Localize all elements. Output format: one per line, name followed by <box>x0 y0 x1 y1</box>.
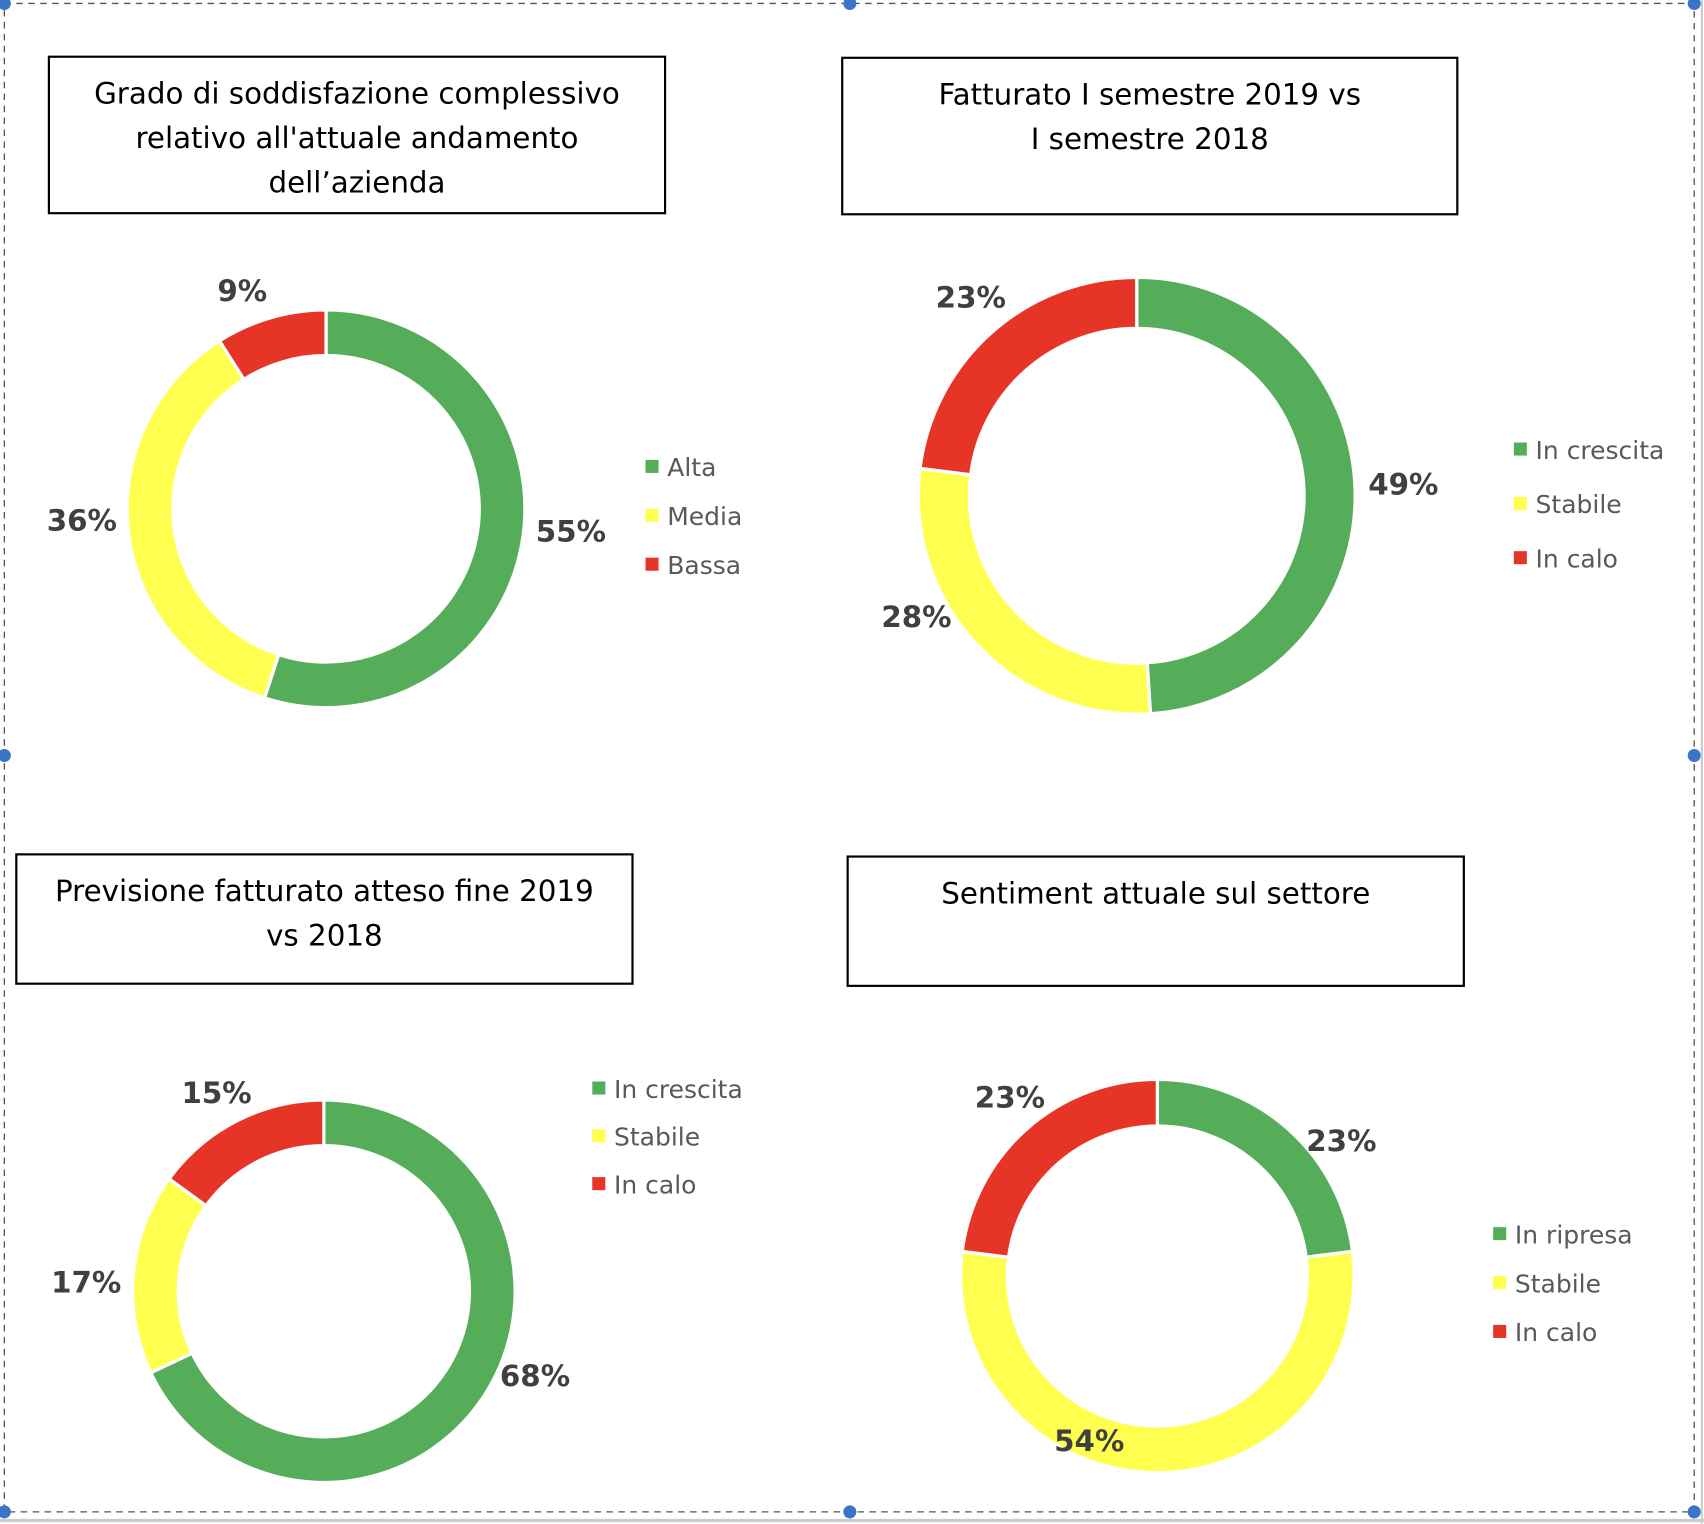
donut-slice-stabile[interactable] <box>916 466 1153 716</box>
legend-label: Stabile <box>1515 1269 1601 1298</box>
chart-title-line: vs 2018 <box>266 919 383 953</box>
donut-chart-3[interactable]: Previsione fatturato atteso fine 2019 vs … <box>15 853 743 1485</box>
legend-item: Stabile <box>1513 490 1622 519</box>
legend-item: In calo <box>1493 1318 1597 1347</box>
legend-label: In calo <box>1536 544 1618 573</box>
data-label: 23% <box>975 1081 1045 1115</box>
legend-item: Bassa <box>645 551 741 580</box>
chart-title-box <box>841 56 1459 216</box>
data-label: 23% <box>1306 1124 1376 1158</box>
legend-label: Stabile <box>614 1123 700 1152</box>
legend-item: In ripresa <box>1493 1220 1633 1249</box>
legend-swatch <box>645 459 659 473</box>
data-label: 15% <box>181 1076 251 1110</box>
legend-swatch <box>592 1177 606 1191</box>
donut-slice-media[interactable] <box>125 338 281 700</box>
chart-title-line: Sentiment attuale sul settore <box>941 876 1370 910</box>
legend-label: Media <box>667 502 742 531</box>
legend-label: In calo <box>614 1170 696 1199</box>
legend-item: Media <box>645 502 742 531</box>
legend-item: In crescita <box>1513 436 1665 465</box>
donut-slice-stabile[interactable] <box>131 1176 209 1375</box>
handle-top-mid[interactable] <box>843 0 857 10</box>
handle-mid-right[interactable] <box>1687 748 1701 762</box>
chart-title-box <box>846 855 1465 987</box>
handle-top-left[interactable] <box>0 0 11 10</box>
donut-slice-stabile[interactable] <box>959 1249 1356 1475</box>
chart-title-box <box>15 853 634 985</box>
legend-swatch <box>1493 1227 1507 1241</box>
legend-label: In crescita <box>1536 436 1665 465</box>
legend-label: Alta <box>667 453 716 482</box>
donut-slice-in-calo[interactable] <box>918 275 1139 477</box>
legend-item: In calo <box>1513 544 1618 573</box>
legend-item: Stabile <box>592 1123 700 1152</box>
legend-swatch <box>1493 1276 1507 1290</box>
legend-swatch <box>645 508 659 522</box>
donut-slice-bassa[interactable] <box>217 308 328 382</box>
data-label: 36% <box>47 504 117 538</box>
donut-slice-in-crescita[interactable] <box>148 1098 517 1485</box>
data-label: 55% <box>536 514 606 548</box>
legend-swatch <box>1493 1324 1507 1338</box>
data-label: 9% <box>217 274 267 308</box>
legend-label: Bassa <box>667 551 741 580</box>
legend-label: Stabile <box>1536 490 1622 519</box>
handle-bottom-left[interactable] <box>0 1505 11 1519</box>
handle-top-right[interactable] <box>1687 0 1701 10</box>
selection-frame[interactable] <box>3 2 1695 1513</box>
legend-item: In calo <box>592 1170 696 1199</box>
handle-bottom-right[interactable] <box>1687 1505 1701 1519</box>
legend-swatch <box>592 1129 606 1143</box>
data-label: 28% <box>881 600 951 634</box>
legend-swatch <box>1513 496 1527 510</box>
legend-item: Alta <box>645 453 716 482</box>
donut-slice-in-ripresa[interactable] <box>1155 1077 1355 1260</box>
donut-chart-4[interactable]: Sentiment attuale sul settore 23% In ripre… <box>846 855 1633 1475</box>
legend-swatch <box>1513 442 1527 456</box>
data-label: 68% <box>500 1359 570 1393</box>
handle-mid-left[interactable] <box>0 748 11 762</box>
legend-label: In crescita <box>614 1075 743 1104</box>
legend-label: In ripresa <box>1515 1220 1633 1249</box>
chart-title-box <box>47 55 667 215</box>
chart-title-line: relativo all'attuale andamento <box>135 121 578 155</box>
chart-title-line: I semestre 2018 <box>1031 122 1269 156</box>
chart-title-line: dell’azienda <box>268 166 445 200</box>
data-label: 17% <box>51 1265 121 1299</box>
chart-title-line: Previsione fatturato atteso fine 2019 <box>55 874 594 908</box>
legend-label: In calo <box>1515 1318 1597 1347</box>
legend-item: Stabile <box>1493 1269 1601 1298</box>
chart-title-line: Fatturato I semestre 2019 vs <box>938 78 1361 112</box>
donut-chart-1[interactable]: Grado di soddisfazione complessivo relati… <box>47 55 743 710</box>
chart-title-line: Grado di soddisfazione complessivo <box>94 76 620 110</box>
legend-item: In crescita <box>592 1075 743 1104</box>
data-label: 23% <box>936 281 1006 315</box>
donut-slice-alta[interactable] <box>262 308 527 710</box>
data-label: 49% <box>1368 468 1438 502</box>
legend-swatch <box>1513 551 1527 565</box>
donut-slice-in-calo[interactable] <box>960 1077 1160 1260</box>
donut-slice-in-calo[interactable] <box>166 1098 326 1208</box>
donut-slice-in-crescita[interactable] <box>1135 275 1357 716</box>
donut-chart-2[interactable]: Fatturato I semestre 2019 vs I semestre 2… <box>841 56 1665 716</box>
handle-bottom-mid[interactable] <box>843 1505 857 1519</box>
legend-swatch <box>645 557 659 571</box>
data-label: 54% <box>1054 1424 1124 1458</box>
legend-swatch <box>592 1081 606 1095</box>
